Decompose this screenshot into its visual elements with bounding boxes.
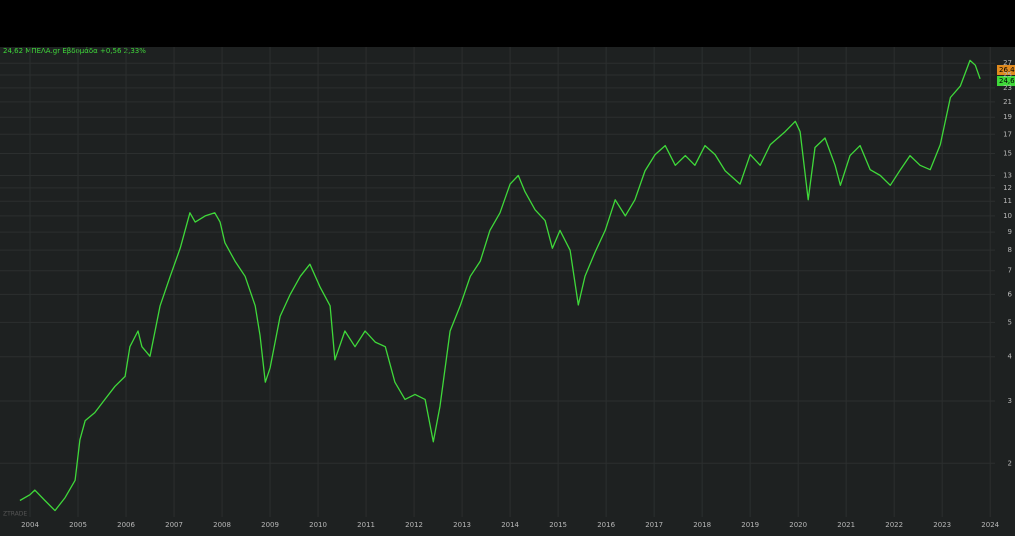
x-tick-label: 2010 bbox=[309, 521, 327, 529]
y-tick-label: 21 bbox=[1003, 98, 1012, 106]
x-tick-label: 2012 bbox=[405, 521, 423, 529]
y-tick-label: 6 bbox=[1008, 290, 1013, 298]
y-tick-label: 13 bbox=[1003, 172, 1012, 180]
x-tick-label: 2021 bbox=[837, 521, 855, 529]
y-tick-label: 7 bbox=[1008, 267, 1012, 275]
x-tick-label: 2011 bbox=[357, 521, 375, 529]
x-tick-label: 2007 bbox=[165, 521, 183, 529]
grid bbox=[0, 47, 995, 517]
x-tick-label: 2014 bbox=[501, 521, 519, 529]
x-tick-label: 2018 bbox=[693, 521, 711, 529]
y-tick-label: 25 bbox=[1003, 71, 1012, 79]
y-tick-label: 10 bbox=[1003, 212, 1012, 220]
y-tick-label: 5 bbox=[1008, 318, 1012, 326]
x-tick-label: 2022 bbox=[885, 521, 903, 529]
x-tick-label: 2004 bbox=[21, 521, 39, 529]
price-tag-label: 24,62 bbox=[999, 77, 1015, 85]
price-line bbox=[19, 59, 981, 512]
y-tick-label: 27 bbox=[1003, 59, 1012, 67]
y-tick-label: 3 bbox=[1008, 397, 1012, 405]
price-tag bbox=[997, 76, 1015, 86]
y-tick-label: 8 bbox=[1008, 246, 1012, 254]
x-tick-label: 2013 bbox=[453, 521, 471, 529]
y-tick-label: 9 bbox=[1008, 228, 1012, 236]
x-tick-label: 2023 bbox=[933, 521, 951, 529]
plot-background bbox=[0, 47, 1015, 536]
chart-title: 24,62 ΜΠΕΛΑ.gr Εβδομάδα +0,56 2,33% bbox=[3, 47, 146, 55]
y-tick-label: 4 bbox=[1008, 353, 1013, 361]
x-tick-label: 2008 bbox=[213, 521, 231, 529]
x-tick-label: 2020 bbox=[789, 521, 807, 529]
x-tick-label: 2019 bbox=[741, 521, 759, 529]
watermark: ZTRADE bbox=[3, 511, 27, 518]
x-tick-label: 2009 bbox=[261, 521, 279, 529]
price-tag bbox=[997, 65, 1015, 75]
x-tick-label: 2017 bbox=[645, 521, 663, 529]
x-tick-label: 2024 bbox=[981, 521, 999, 529]
y-tick-label: 11 bbox=[1003, 197, 1012, 205]
top-bar bbox=[0, 0, 1015, 47]
x-tick-label: 2005 bbox=[69, 521, 87, 529]
price-tag-label: 26,40 bbox=[999, 66, 1015, 74]
y-tick-label: 2 bbox=[1008, 459, 1012, 467]
y-tick-label: 19 bbox=[1003, 113, 1012, 121]
y-tick-label: 12 bbox=[1003, 184, 1012, 192]
y-tick-label: 15 bbox=[1003, 150, 1012, 158]
x-tick-label: 2016 bbox=[597, 521, 615, 529]
y-tick-label: 17 bbox=[1003, 130, 1012, 138]
x-tick-label: 2006 bbox=[117, 521, 135, 529]
y-tick-label: 23 bbox=[1003, 84, 1012, 92]
x-tick-label: 2015 bbox=[549, 521, 567, 529]
